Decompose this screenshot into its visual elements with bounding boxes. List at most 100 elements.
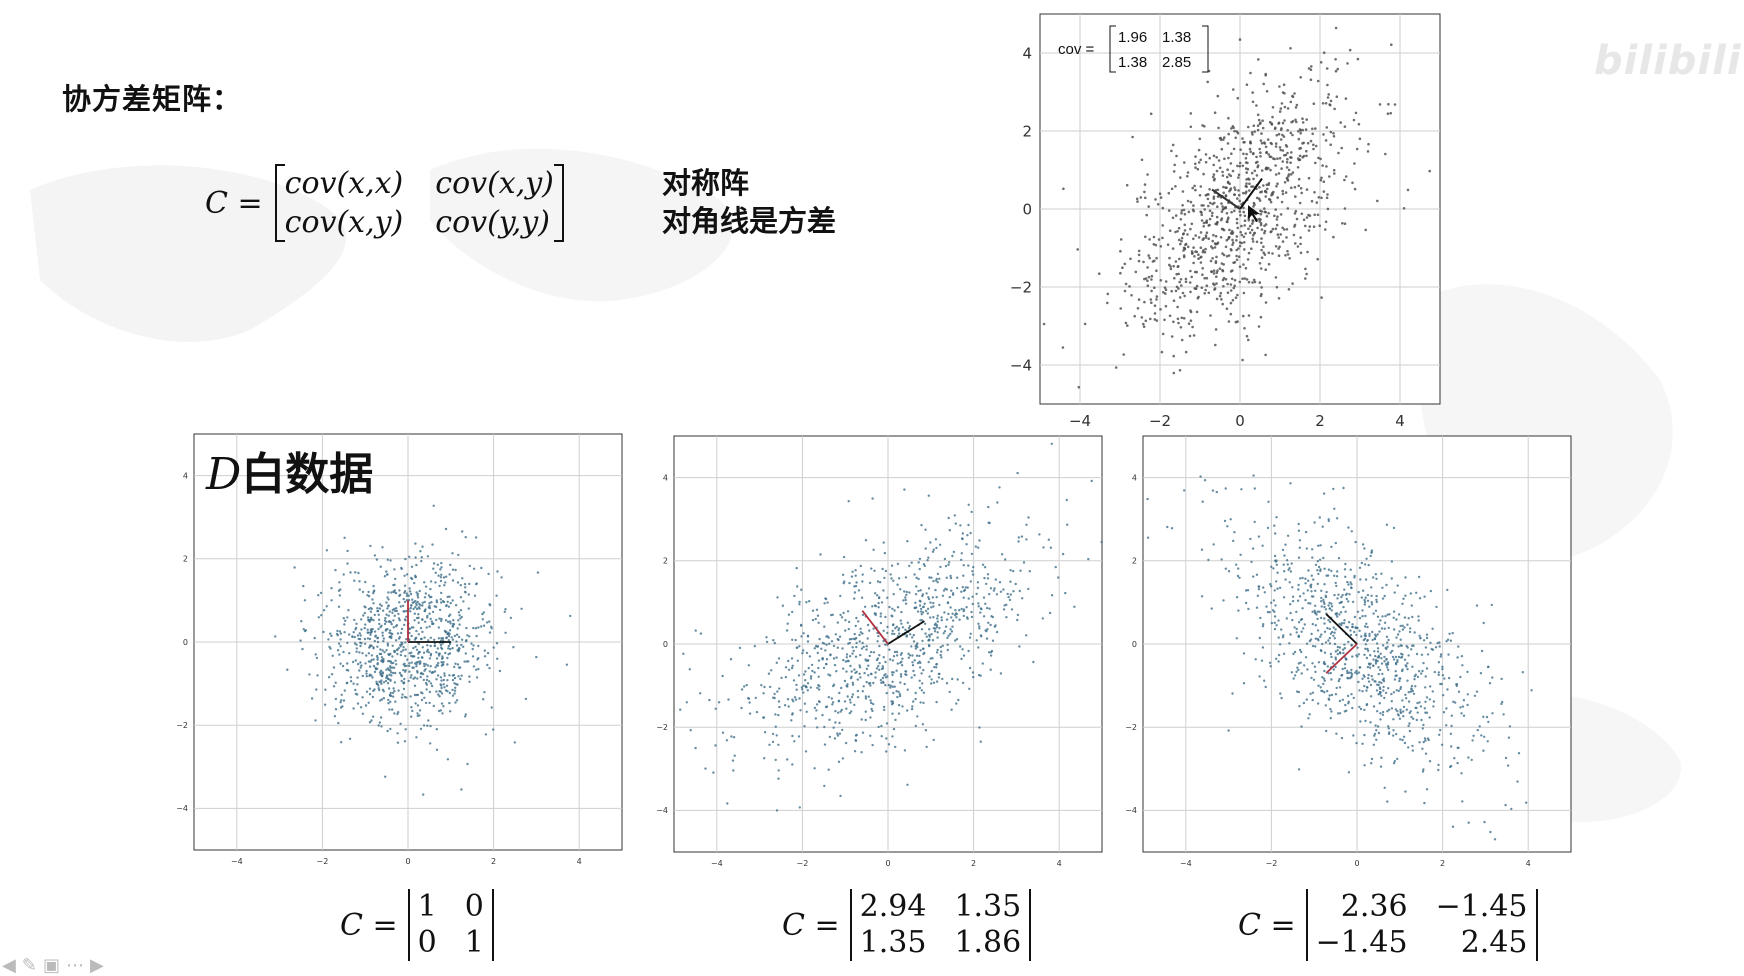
scatter-point <box>861 731 865 734</box>
scatter-point <box>878 668 881 671</box>
scatter-point <box>437 637 441 640</box>
scatter-point <box>880 735 883 738</box>
scatter-point <box>1248 182 1251 185</box>
scatter-point <box>1215 169 1219 173</box>
scatter-point <box>435 678 438 681</box>
scatter-point <box>1264 195 1267 198</box>
scatter-point <box>1010 608 1014 611</box>
scatter-point <box>1316 213 1320 217</box>
scatter-point <box>1510 807 1513 811</box>
scatter-point <box>424 663 428 666</box>
scatter-point <box>348 652 351 655</box>
scatter-point <box>1243 214 1247 218</box>
scatter-point <box>927 556 930 559</box>
scatter-point <box>1315 201 1319 204</box>
scatter-point <box>931 639 935 642</box>
scatter-point <box>1259 221 1263 225</box>
scatter-point <box>1390 700 1393 703</box>
scatter-point <box>837 711 840 714</box>
arrow-right-icon[interactable]: ▶ <box>89 955 104 976</box>
scatter-point <box>918 567 921 571</box>
scatter-point <box>1297 621 1301 624</box>
scatter-point <box>838 635 842 638</box>
scatter-point <box>1282 563 1285 566</box>
scatter-point <box>1195 284 1199 288</box>
scatter-point <box>855 645 858 649</box>
scatter-point <box>1320 196 1323 200</box>
scatter-point <box>1153 318 1157 321</box>
scatter-point <box>918 557 922 561</box>
scatter-point <box>1398 630 1401 633</box>
scatter-point <box>391 691 395 695</box>
scatter-point <box>1309 68 1313 71</box>
scatter-point <box>1297 529 1301 532</box>
scatter-point <box>863 671 866 675</box>
pen-icon[interactable]: ✎ <box>21 955 37 976</box>
scatter-point <box>1215 282 1218 285</box>
scatter-point <box>389 691 392 695</box>
scatter-point <box>1340 595 1343 599</box>
scatter-point <box>777 700 781 703</box>
more-icon[interactable]: ⋯ <box>65 955 84 976</box>
caption-negative: C = 2.36 −1.45 −1.45 2.45 <box>1238 889 1538 961</box>
scatter-point <box>1126 324 1129 327</box>
scatter-point <box>320 614 323 617</box>
scatter-point <box>1349 629 1352 632</box>
scatter-point <box>1302 218 1306 222</box>
scatter-point <box>1480 734 1483 737</box>
scatter-point <box>948 529 951 532</box>
scatter-point <box>1258 186 1261 189</box>
scatter-point <box>1241 164 1245 168</box>
scatter-point <box>1363 708 1366 712</box>
scatter-point <box>1195 310 1199 314</box>
scatter-point <box>449 710 452 713</box>
scatter-point <box>1406 623 1409 626</box>
scatter-point <box>1286 534 1290 537</box>
scatter-point <box>1406 668 1409 671</box>
scatter-point <box>1442 694 1445 697</box>
scatter-point <box>1320 596 1323 600</box>
scatter-point <box>1199 256 1202 259</box>
scatter-point <box>941 644 944 647</box>
scatter-point <box>453 634 457 638</box>
scatter-point <box>1395 689 1398 692</box>
scatter-point <box>882 629 885 632</box>
scatter-point <box>1283 119 1286 122</box>
scatter-point <box>1213 201 1216 205</box>
scatter-point <box>893 609 896 612</box>
scatter-point <box>1314 645 1317 648</box>
scatter-point <box>899 661 902 665</box>
scatter-point <box>896 662 899 665</box>
scatter-point <box>891 607 894 610</box>
scatter-point <box>1365 557 1368 560</box>
scatter-point <box>1338 686 1342 689</box>
scatter-point <box>976 581 980 584</box>
scatter-point <box>1335 575 1339 578</box>
scatter-point <box>1409 690 1412 693</box>
scatter-point <box>1401 624 1404 627</box>
slides-icon[interactable]: ▣ <box>42 955 60 976</box>
arrow-left-icon[interactable]: ◀ <box>2 955 16 976</box>
scatter-point <box>1265 151 1268 155</box>
scatter-point <box>392 687 395 690</box>
scatter-point <box>385 601 388 604</box>
scatter-point <box>1456 656 1459 659</box>
scatter-point <box>1341 667 1344 671</box>
scatter-point <box>1164 280 1168 283</box>
scatter-point <box>1270 230 1273 233</box>
scatter-point <box>972 675 975 679</box>
scatter-point <box>373 613 376 617</box>
scatter-point <box>435 651 438 654</box>
scatter-point <box>953 614 957 617</box>
scatter-point <box>373 630 377 633</box>
scatter-point <box>1395 636 1398 639</box>
scatter-point <box>1319 649 1323 652</box>
scatter-point <box>1364 596 1367 599</box>
scatter-point <box>1423 737 1427 740</box>
scatter-point <box>851 693 855 696</box>
scatter-point <box>1315 613 1318 616</box>
scatter-point <box>331 654 334 657</box>
scatter-point <box>1399 738 1402 741</box>
scatter-point <box>1288 257 1291 260</box>
